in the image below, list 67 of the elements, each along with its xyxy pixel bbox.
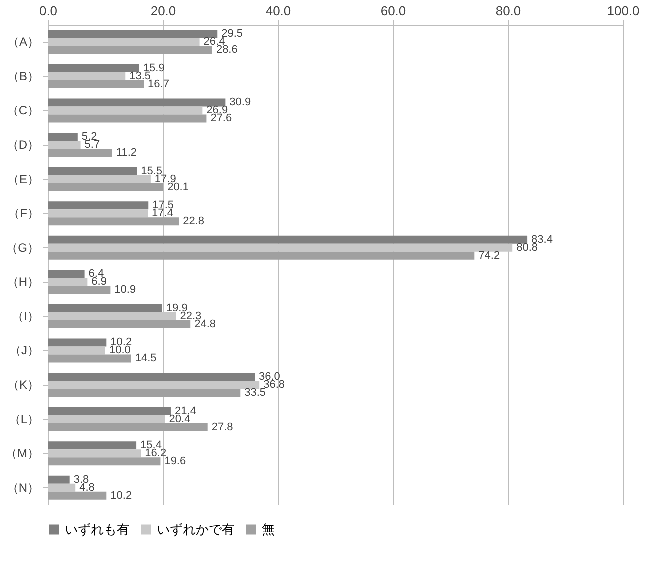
y-tick-label: （A） — [7, 35, 40, 50]
y-tick-label: （K） — [7, 378, 40, 392]
x-tick-label: 80.0 — [496, 4, 522, 18]
text: 27.8 — [212, 421, 234, 434]
bar — [48, 304, 162, 312]
text: 80.8 — [516, 242, 538, 254]
y-tick-label: （B） — [7, 69, 40, 84]
bar — [48, 286, 111, 294]
bar — [48, 167, 138, 176]
y-tick-label: （M） — [6, 446, 40, 461]
text: 11.2 — [116, 147, 137, 159]
y-tick-label: （H） — [6, 275, 40, 290]
bar — [48, 442, 137, 450]
y-tick-label: （D） — [6, 138, 40, 152]
x-tick-label: 40.0 — [266, 4, 292, 18]
y-tick-label: （N） — [6, 480, 40, 495]
y-tick-label: （G） — [6, 240, 40, 255]
y-tick-label: （F） — [8, 206, 40, 221]
y-tick-label: （J） — [10, 344, 40, 358]
bar — [48, 218, 180, 226]
bar — [48, 80, 144, 88]
bar — [48, 149, 112, 157]
y-tick-label: （L） — [8, 412, 40, 426]
text: 10.9 — [114, 284, 136, 296]
bar — [48, 270, 85, 278]
bar — [48, 114, 207, 123]
bar — [48, 64, 140, 72]
text: 19.6 — [164, 456, 186, 468]
legend-label: いずれも有 — [65, 522, 130, 537]
bar — [48, 30, 218, 38]
text: 16.7 — [148, 78, 170, 90]
bar — [48, 373, 255, 381]
legend-label: いずれかで有 — [157, 522, 235, 537]
bar — [48, 133, 78, 141]
bar — [48, 46, 212, 54]
bar — [48, 389, 241, 397]
x-tick-label: 0.0 — [39, 4, 58, 18]
text: 4.8 — [80, 482, 95, 494]
bar — [48, 183, 164, 192]
x-tick-label: 20.0 — [150, 4, 176, 18]
bar — [48, 492, 107, 500]
text: 74.2 — [478, 250, 500, 262]
text: 30.9 — [230, 96, 252, 109]
x-tick-label: 100.0 — [607, 4, 640, 18]
bar — [48, 338, 107, 347]
bar — [48, 202, 149, 210]
bar — [48, 98, 226, 107]
text: 20.1 — [168, 181, 189, 194]
text: 22.8 — [183, 216, 205, 228]
bar — [48, 458, 161, 466]
bar — [48, 354, 132, 363]
text: 36.8 — [264, 379, 286, 391]
text: 14.5 — [135, 352, 157, 365]
bar — [48, 423, 208, 432]
bar — [48, 476, 70, 484]
bar — [48, 320, 191, 328]
y-tick-label: （E） — [7, 172, 40, 186]
y-tick-label: （I） — [12, 309, 40, 324]
x-tick-label: 60.0 — [380, 4, 406, 18]
y-tick-label: （C） — [6, 104, 40, 118]
text: 24.8 — [194, 318, 216, 330]
bar — [48, 252, 475, 260]
text: 10.2 — [110, 490, 132, 502]
bar — [48, 236, 528, 244]
legend-label: 無 — [262, 522, 275, 537]
text: 33.5 — [244, 387, 266, 399]
bar — [48, 407, 172, 416]
